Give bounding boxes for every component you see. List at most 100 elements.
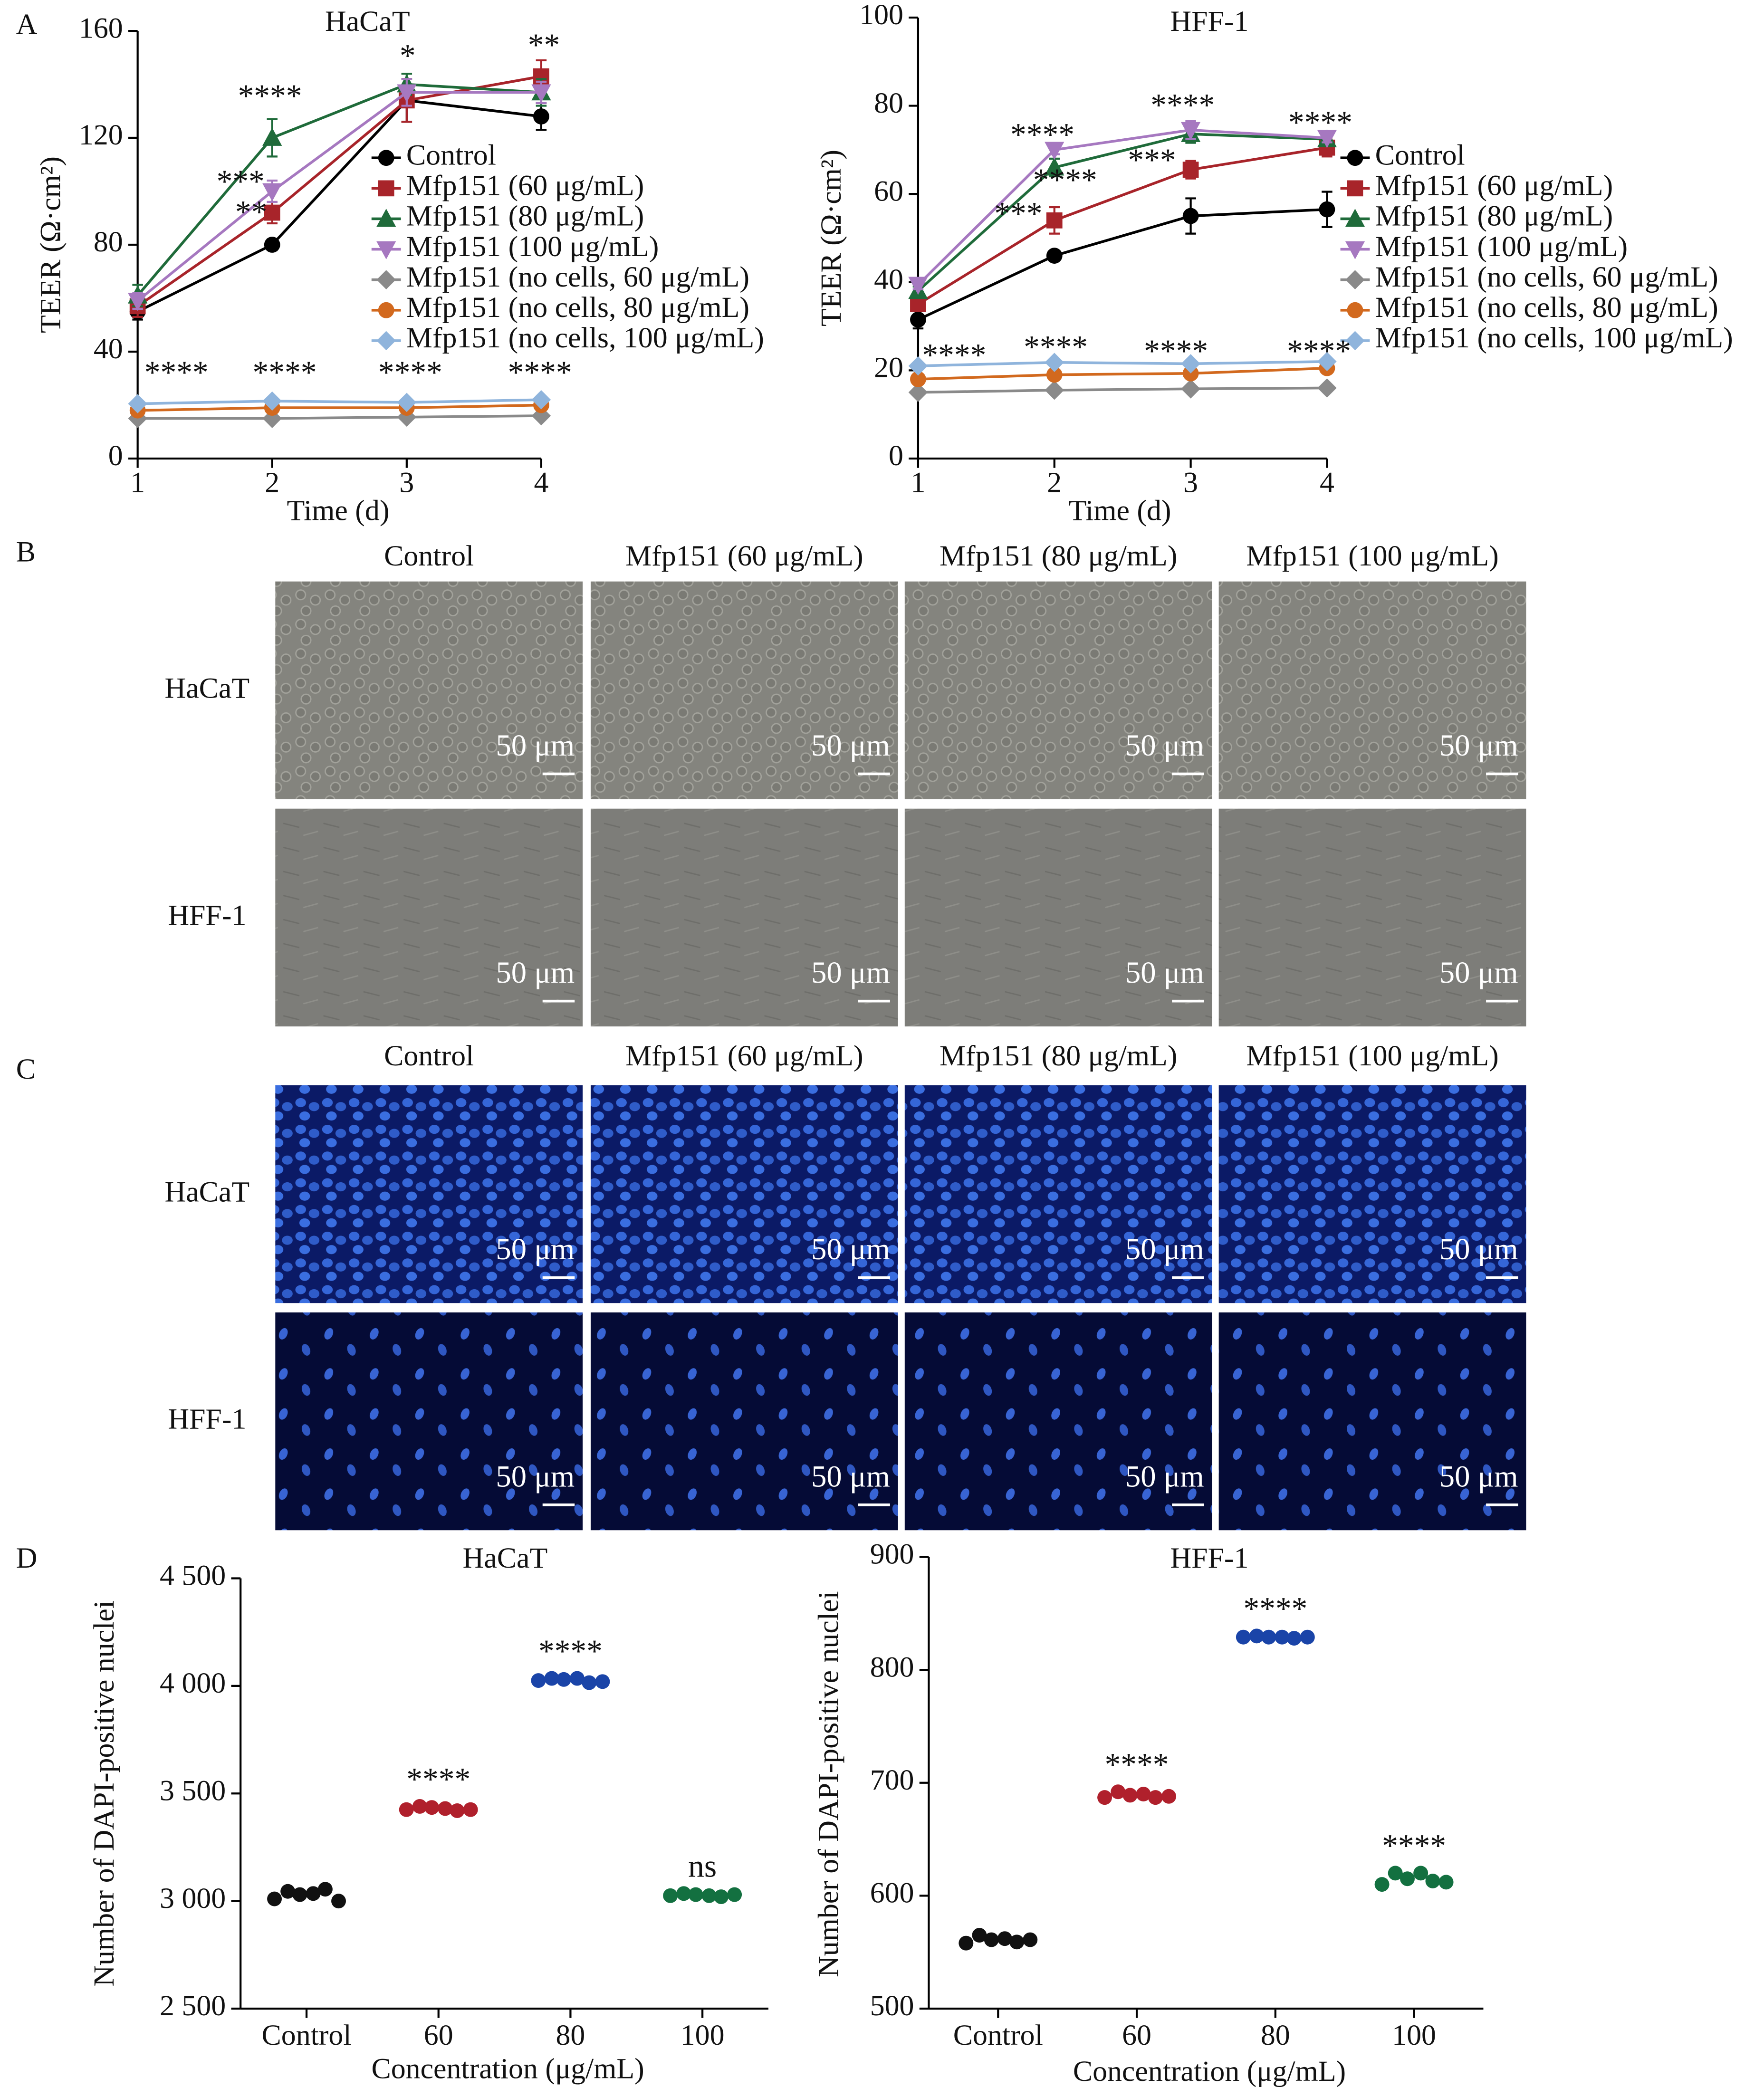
data-point (1045, 142, 1064, 160)
column-header: Control (384, 1040, 474, 1072)
data-point (1400, 1871, 1415, 1886)
y-tick-label: 700 (870, 1764, 914, 1796)
scale-bar-label: 50 μm (1125, 1459, 1204, 1493)
column-header: Mfp151 (80 μg/mL) (940, 1040, 1177, 1072)
data-point (1045, 157, 1064, 176)
data-point (280, 1884, 296, 1899)
legend-marker (1345, 209, 1365, 227)
legend-label: Mfp151 (80 μg/mL) (406, 200, 644, 232)
panel-label: B (16, 536, 36, 568)
annotation: **** (252, 354, 316, 390)
micrograph (590, 1085, 898, 1303)
legend-marker (376, 241, 396, 259)
y-axis-label: Number of DAPI-positive nuclei (812, 1591, 844, 1977)
data-point (1261, 1629, 1276, 1645)
data-point (262, 127, 282, 146)
data-point (1182, 208, 1199, 224)
x-tick-label: 80 (556, 2019, 585, 2051)
scale-bar-label: 50 μm (811, 1232, 890, 1266)
data-point (264, 204, 280, 221)
panel-label: D (16, 1542, 38, 1574)
y-tick-label: 0 (889, 440, 903, 472)
series-line (137, 99, 542, 313)
data-point (1180, 122, 1201, 140)
data-point (1319, 201, 1335, 218)
data-point (1136, 1787, 1151, 1801)
data-point (1161, 1789, 1177, 1804)
data-point (531, 84, 551, 103)
data-point (306, 1886, 321, 1901)
legend-marker (376, 331, 396, 351)
data-point (595, 1674, 610, 1689)
row-label: HFF-1 (168, 1403, 246, 1436)
annotation: **** (538, 1633, 603, 1669)
micrograph (590, 1312, 898, 1531)
data-point (438, 1801, 453, 1816)
scale-bar-label: 50 μm (1439, 1232, 1518, 1266)
data-point (959, 1935, 974, 1951)
legend-label: Mfp151 (100 μg/mL) (1375, 230, 1628, 263)
annotation: **** (1144, 333, 1208, 369)
micrograph (590, 808, 898, 1027)
chart-title: HFF-1 (1170, 5, 1248, 38)
data-point (688, 1887, 703, 1902)
series-line (918, 386, 1327, 394)
data-point (1236, 1629, 1251, 1645)
x-axis-label: Concentration (μg/mL) (371, 2052, 644, 2085)
y-axis-label: Number of DAPI-positive nuclei (88, 1600, 120, 1987)
data-point (1374, 1877, 1390, 1892)
legend-label: Mfp151 (no cells, 80 μg/mL) (406, 291, 749, 324)
panel-label: A (16, 8, 38, 40)
series-line (917, 208, 1327, 321)
y-tick-label: 160 (79, 12, 123, 44)
data-point (1023, 1932, 1038, 1947)
y-tick-label: 2 500 (160, 1990, 226, 2022)
x-tick-label: 60 (424, 2019, 453, 2051)
scale-bar-label: 50 μm (1439, 728, 1518, 762)
legend-marker (1347, 150, 1363, 166)
data-point (1181, 379, 1200, 399)
annotation: **** (238, 78, 302, 114)
micrograph (275, 1312, 583, 1531)
micrograph (275, 808, 583, 1027)
legend-label: Mfp151 (60 μg/mL) (1375, 170, 1613, 202)
x-tick-label: 4 (534, 466, 548, 498)
data-point (1438, 1875, 1454, 1890)
annotation: * (400, 38, 416, 74)
legend-label: Control (1375, 139, 1465, 171)
data-point (1300, 1629, 1315, 1645)
data-point (1249, 1628, 1264, 1644)
scale-bar-label: 50 μm (1439, 1459, 1518, 1493)
scale-bar-label: 50 μm (811, 955, 890, 989)
annotation: **** (406, 1761, 470, 1797)
column-header: Mfp151 (60 μg/mL) (625, 540, 863, 572)
x-tick-label: 100 (1392, 2019, 1436, 2051)
scale-bar-label: 50 μm (1439, 955, 1518, 989)
data-point (331, 1894, 346, 1909)
data-point (701, 1888, 717, 1903)
series-line (137, 398, 541, 405)
row-label: HaCaT (165, 672, 250, 704)
x-axis-label: Concentration (μg/mL) (1073, 2055, 1346, 2087)
scale-bar-label: 50 μm (1125, 728, 1204, 762)
y-tick-label: 600 (870, 1877, 914, 1909)
micrograph (275, 581, 583, 800)
legend-label: Mfp151 (60 μg/mL) (406, 170, 644, 202)
legend-marker (1347, 302, 1363, 318)
annotation: **** (1024, 329, 1088, 365)
y-tick-label: 80 (874, 87, 903, 119)
column-header: Mfp151 (100 μg/mL) (1246, 540, 1498, 572)
panel-label: C (16, 1053, 36, 1085)
data-point (984, 1932, 999, 1947)
data-point (1097, 1790, 1112, 1805)
y-tick-label: 120 (79, 119, 123, 151)
data-point (128, 293, 148, 311)
data-point (1009, 1934, 1025, 1950)
annotation: **** (378, 354, 442, 390)
data-point (1182, 162, 1199, 178)
legend-marker (378, 302, 394, 318)
series-line (918, 360, 1327, 367)
y-tick-label: 3 000 (160, 1882, 226, 1915)
legend-label: Mfp151 (100 μg/mL) (406, 230, 659, 263)
data-point (412, 1799, 427, 1814)
